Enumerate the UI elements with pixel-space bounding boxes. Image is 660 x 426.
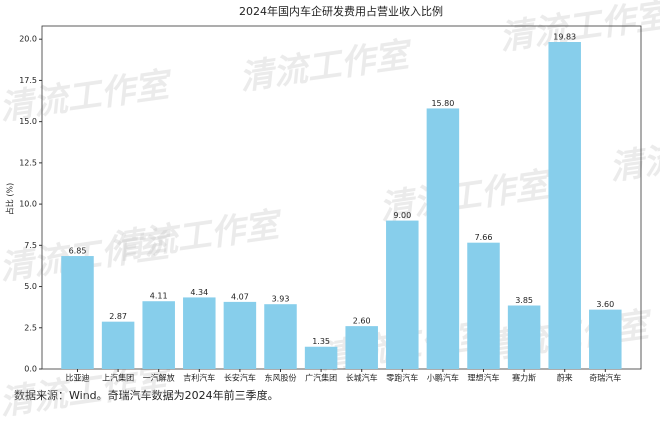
data-label: 15.80: [431, 99, 454, 108]
x-tick-label: 零跑汽车: [386, 373, 418, 383]
x-tick-label: 一汽解放: [143, 373, 175, 383]
data-label: 9.00: [393, 211, 411, 220]
data-label: 2.87: [109, 312, 127, 321]
y-tick-label: 5.0: [24, 282, 37, 291]
y-tick-label: 12.5: [19, 158, 37, 167]
bar: [467, 242, 500, 369]
watermark: 清流工作室: [237, 34, 416, 98]
x-tick-label: 长城汽车: [346, 373, 378, 383]
y-tick-label: 2.5: [24, 323, 37, 332]
y-tick-label: 20.0: [19, 35, 37, 44]
x-tick-label: 赛力斯: [512, 373, 536, 383]
bar: [304, 346, 338, 369]
bar: [345, 326, 378, 369]
data-label: 7.66: [475, 233, 493, 242]
y-tick-label: 0.0: [24, 365, 37, 374]
y-tick-label: 15.0: [19, 117, 37, 126]
data-label: 1.35: [312, 337, 330, 346]
x-tick-label: 长安汽车: [224, 373, 256, 383]
plot-frame: [41, 25, 642, 370]
x-tick-label: 广汽集团: [305, 373, 337, 383]
bar: [61, 256, 94, 369]
bar: [264, 304, 297, 369]
x-tick-label: 东风股份: [265, 373, 297, 383]
x-tick-label: 理想汽车: [468, 373, 500, 383]
bar: [426, 108, 460, 370]
y-tick-label: 7.5: [24, 241, 37, 250]
data-label: 4.11: [150, 292, 168, 301]
x-tick-label: 吉利汽车: [183, 373, 215, 383]
y-tick-label: 10.0: [19, 200, 37, 209]
data-label: 6.85: [69, 247, 87, 256]
data-label: 19.83: [553, 32, 576, 41]
data-label: 4.07: [231, 292, 249, 301]
x-tick-label: 小鹏汽车: [427, 373, 459, 383]
data-label: 3.60: [596, 300, 614, 309]
x-tick-label: 奇瑞汽车: [589, 373, 621, 383]
bar: [507, 305, 541, 369]
bar: [548, 41, 581, 370]
y-axis-label: 占比 (%): [5, 183, 15, 215]
bar: [142, 301, 175, 369]
chart-title: 2024年国内车企研发费用占营业收入比例: [239, 4, 443, 18]
x-tick-label: 蔚来: [557, 373, 573, 383]
bar: [183, 297, 216, 369]
x-tick-label: 上汽集团: [102, 373, 134, 383]
y-tick-label: 17.5: [19, 76, 37, 85]
data-label: 4.34: [190, 288, 208, 297]
bar: [386, 220, 419, 369]
x-tick-label: 比亚迪: [66, 373, 90, 383]
bar: [589, 309, 622, 369]
data-label: 3.93: [272, 295, 290, 304]
bar: [101, 321, 135, 369]
data-label: 3.85: [515, 296, 533, 305]
footnote: 数据来源：Wind。奇瑞汽车数据为2024年前三季度。: [14, 388, 279, 402]
watermark: 清流工作室: [607, 124, 660, 188]
bar: [223, 301, 257, 369]
data-label: 2.60: [353, 317, 371, 326]
